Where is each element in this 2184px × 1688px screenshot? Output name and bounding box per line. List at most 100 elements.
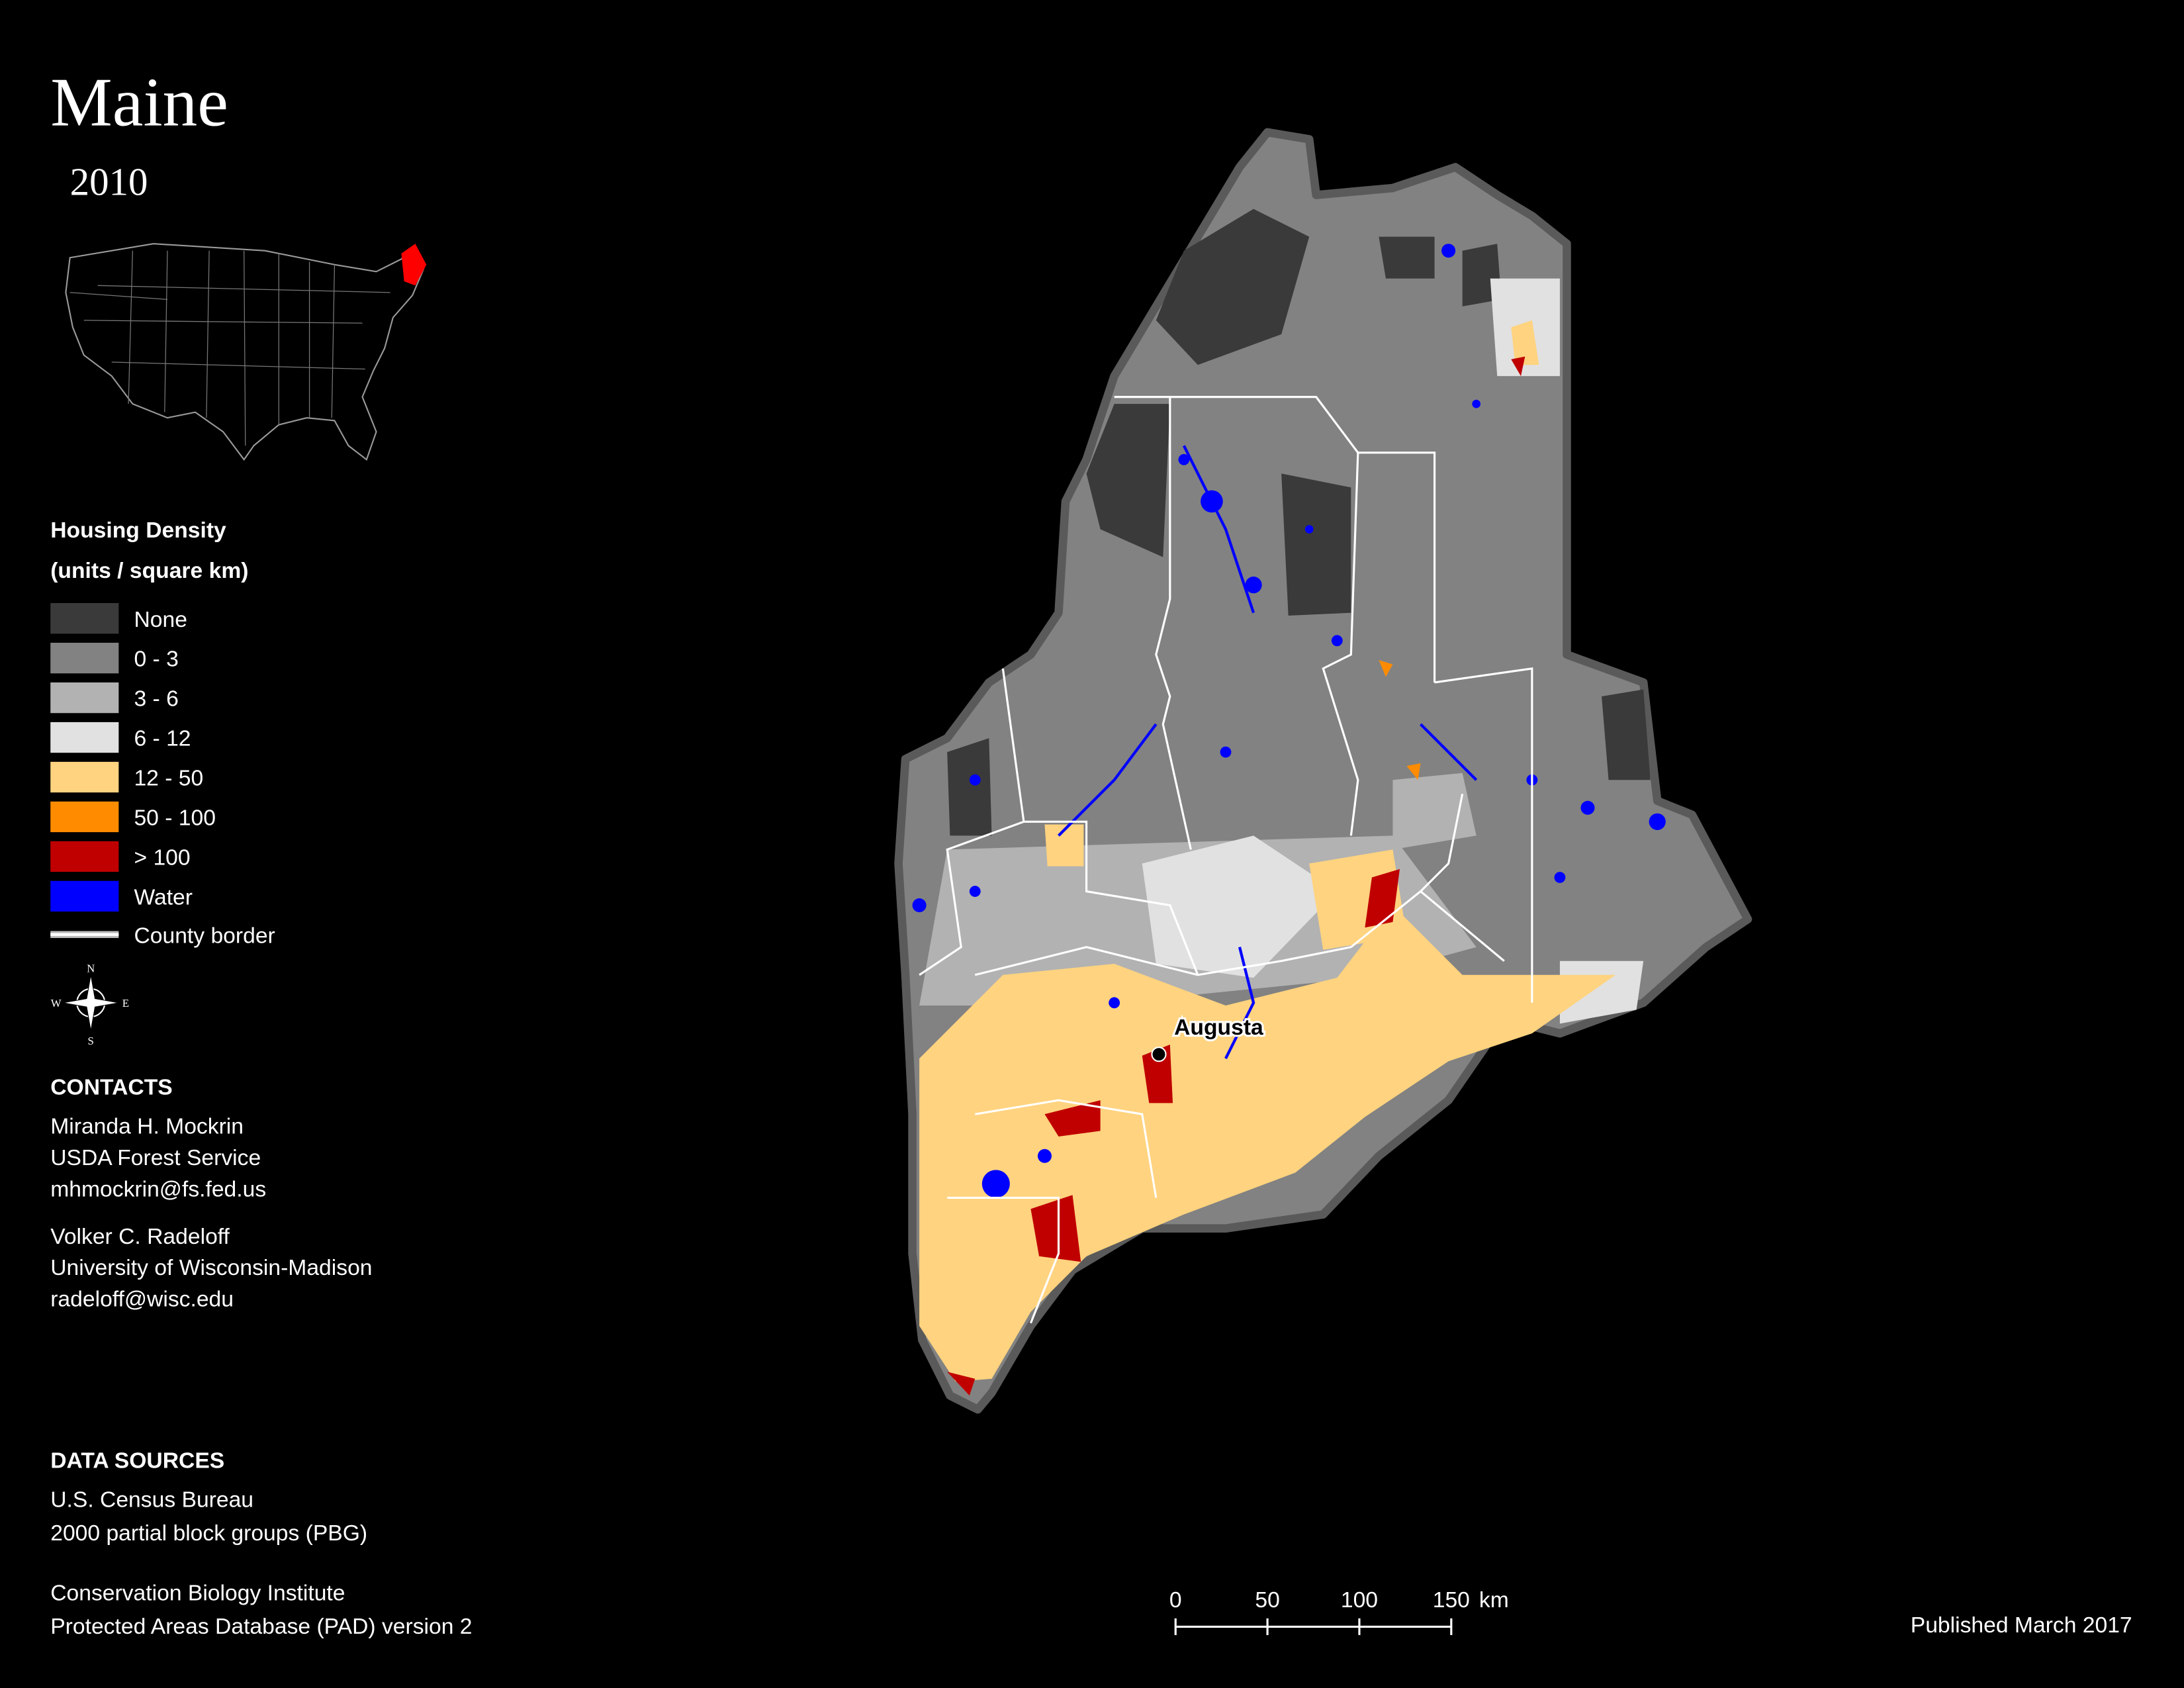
land-patch (1602, 689, 1651, 780)
source-line: Conservation Biology Institute (50, 1581, 345, 1605)
water-body (1220, 746, 1232, 758)
county-border (1155, 397, 1192, 850)
county-border (1023, 820, 1199, 976)
compass-n: N (87, 962, 95, 975)
source-line: U.S. Census Bureau (50, 1487, 253, 1512)
contacts: Miranda H. Mockrin USDA Forest Service mhm… (50, 1115, 372, 1312)
land-patch (1511, 356, 1525, 377)
land-patch (1142, 1044, 1173, 1103)
legend-label: 50 - 100 (134, 806, 216, 831)
published-note: Published March 2017 (1911, 1613, 2132, 1638)
map-title: Maine (50, 63, 228, 140)
land-patch (1379, 660, 1393, 677)
scale-bar: 0 50 100 150 km (1169, 1588, 1509, 1636)
water-body (1441, 244, 1456, 258)
land-patch (1511, 320, 1539, 365)
county-border (975, 1099, 1158, 1198)
land-patch (947, 738, 992, 836)
river (1058, 723, 1158, 837)
source-line: 2000 partial block groups (PBG) (50, 1521, 367, 1546)
legend-title: Housing Density (50, 518, 226, 543)
river (1420, 723, 1478, 781)
legend-label: 12 - 50 (134, 767, 203, 791)
land-patch (1044, 824, 1084, 867)
legend-swatch (50, 722, 119, 753)
contact-line: Volker C. Radeloff (50, 1225, 230, 1249)
contact-line: radeloff@wisc.edu (50, 1288, 234, 1312)
county-border (947, 1196, 1060, 1324)
water-body (981, 1170, 1010, 1198)
county-border (1434, 667, 1533, 1003)
legend-label: 6 - 12 (134, 727, 191, 751)
water-body (1178, 453, 1190, 465)
legend-swatch (50, 841, 119, 872)
land-patch (1365, 868, 1400, 928)
contact-line: University of Wisconsin-Madison (50, 1256, 372, 1280)
water-body (969, 886, 981, 897)
river (1224, 947, 1255, 1059)
river (1182, 445, 1255, 614)
legend-label: 0 - 3 (134, 647, 178, 672)
scale-label: 50 (1255, 1588, 1279, 1613)
water-body (969, 774, 981, 786)
legend-label: > 100 (134, 846, 190, 870)
legend-label: Water (134, 886, 193, 910)
compass-e: E (122, 997, 129, 1009)
water-body (1037, 1149, 1052, 1163)
county-border (974, 890, 1422, 976)
state-map: Augusta (894, 128, 1752, 1414)
land-patch (1406, 763, 1421, 780)
legend-label: 3 - 6 (134, 687, 178, 712)
maine-highlight (401, 244, 427, 286)
city-dot (1151, 1047, 1167, 1062)
land-patch (1281, 473, 1351, 616)
county-border (1419, 793, 1505, 962)
map-year: 2010 (70, 161, 148, 204)
sources-title: DATA SOURCES (50, 1449, 224, 1474)
water-body (1554, 872, 1566, 883)
scale-label: 150 (1433, 1588, 1470, 1613)
legend-swatch (50, 642, 119, 674)
legend: None 0 - 3 3 - 6 6 - 12 12 - 50 50 - 100 > 100… (50, 603, 216, 912)
compass-s: S (88, 1035, 94, 1047)
legend-swatch (50, 880, 119, 912)
city-label: Augusta (1174, 1015, 1263, 1040)
water-body (1580, 800, 1595, 815)
land-patch (1142, 835, 1338, 978)
land-patch (947, 1372, 976, 1396)
data-sources: U.S. Census Bureau 2000 partial block gro… (50, 1487, 472, 1638)
contact-line: Miranda H. Mockrin (50, 1115, 244, 1139)
land-patch (1030, 1195, 1081, 1262)
legend-label: County border (134, 923, 275, 948)
county-border (1322, 452, 1359, 836)
compass: N S W E (51, 962, 129, 1047)
land-patch (1044, 1100, 1101, 1137)
legend-label: None (134, 608, 187, 632)
land-patch (1156, 209, 1310, 365)
water-body (1245, 577, 1262, 594)
land-patch (1379, 236, 1435, 279)
scale-label: 0 (1169, 1588, 1182, 1613)
water-body (1109, 997, 1120, 1009)
land-patch (919, 905, 1616, 1382)
legend-swatch (50, 603, 119, 634)
compass-w: W (51, 997, 62, 1009)
legend-swatch (50, 801, 119, 833)
state-lines (69, 250, 390, 446)
contact-line: mhmockrin@fs.fed.us (50, 1177, 266, 1201)
scale-label: 100 (1341, 1588, 1378, 1613)
water-body (1331, 635, 1343, 647)
legend-swatch (50, 761, 119, 793)
contact-line: USDA Forest Service (50, 1146, 261, 1170)
county-border (919, 668, 1025, 976)
water-body (1304, 525, 1314, 534)
source-line: Protected Areas Database (PAD) version 2 (50, 1615, 472, 1639)
water-body (1472, 399, 1481, 408)
scale-unit: km (1479, 1588, 1509, 1613)
compass-star (63, 974, 119, 1031)
water-body (1649, 813, 1666, 830)
contacts-title: CONTACTS (50, 1076, 172, 1100)
legend-swatch (50, 682, 119, 714)
